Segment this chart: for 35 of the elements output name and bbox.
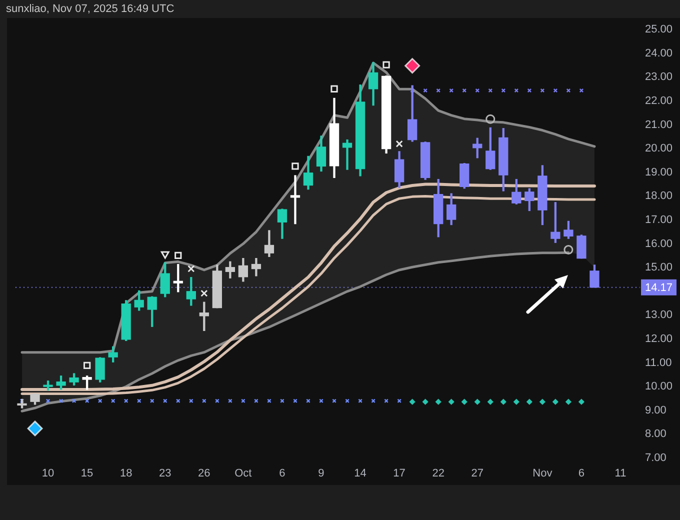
y-tick-label: 22.00 (645, 95, 673, 108)
y-tick-label: 12.00 (645, 333, 673, 346)
y-tick-label: 17.00 (645, 214, 673, 226)
x-tick-label: Oct (234, 468, 252, 480)
x-tick-label: 11 (614, 468, 626, 480)
x-tick-label: 17 (393, 468, 406, 480)
y-tick-label: 13.00 (645, 309, 673, 322)
ref-line-label: 14.17 (645, 282, 673, 294)
y-tick-label: 20.00 (645, 142, 673, 155)
x-tick-label: 10 (42, 468, 54, 480)
x-tick-label: 27 (471, 468, 484, 480)
y-tick-label: 8.00 (645, 428, 666, 440)
y-tick-label: 24.00 (645, 47, 673, 60)
x-tick-label: 6 (578, 468, 585, 480)
chart-title: sunxliao, Nov 07, 2025 16:49 UTC (6, 3, 174, 16)
x-tick-label: 18 (120, 468, 132, 480)
y-tick-label: 11.00 (645, 356, 672, 369)
y-tick-label: 16.00 (645, 238, 673, 250)
y-tick-label: 19.00 (645, 166, 673, 178)
y-tick-label: 10.00 (645, 380, 673, 393)
x-tick-label: 26 (198, 468, 210, 480)
x-tick-label: Nov (532, 468, 553, 480)
y-tick-label: 25.00 (645, 24, 673, 36)
x-tick-label: 14 (354, 468, 366, 480)
y-tick-label: 18.00 (645, 190, 673, 202)
x-tick-label: 15 (80, 468, 94, 480)
x-tick-label: 9 (318, 468, 324, 480)
x-tick-label: 23 (158, 468, 172, 480)
y-tick-label: 23.00 (645, 71, 673, 84)
x-tick-label: 22 (432, 468, 444, 480)
y-tick-label: 21.00 (645, 118, 673, 131)
y-tick-label: 15.00 (645, 262, 673, 274)
x-tick-label: 6 (279, 468, 286, 480)
y-tick-label: 9.00 (645, 404, 666, 416)
y-tick-label: 7.00 (645, 452, 666, 464)
